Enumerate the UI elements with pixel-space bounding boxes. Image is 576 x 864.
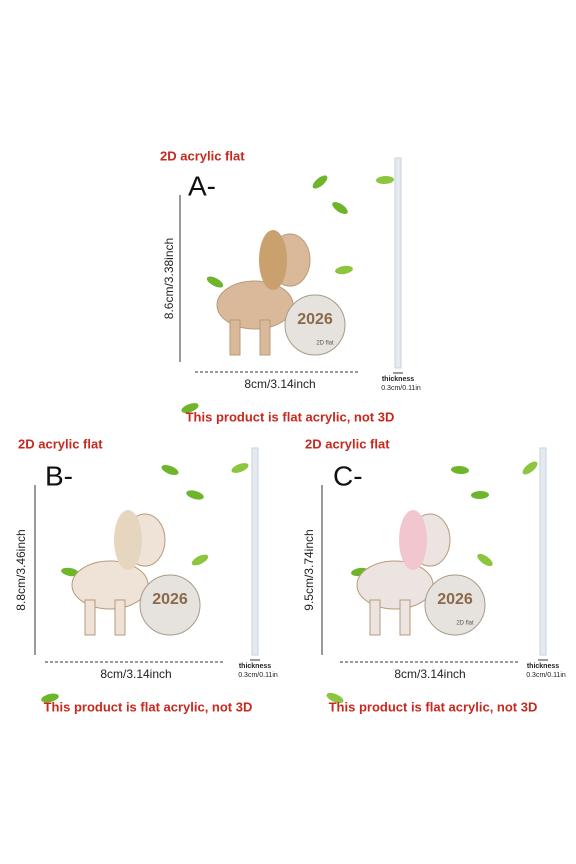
panel-header: 2D acrylic flat (18, 436, 103, 451)
horse-mane (114, 510, 142, 570)
panel-footer: This product is flat acrylic, not 3D (186, 409, 395, 424)
horse-body (216, 280, 294, 330)
acrylic-edge (539, 447, 547, 656)
width-label: 8cm/3.14inch (244, 377, 315, 391)
product-panel: 2D acrylic flat B- 8.8cm/3.46inch 8cm/3.14i… (14, 436, 278, 714)
leaf (376, 175, 394, 185)
horse-leg (259, 319, 271, 356)
horse-leg (229, 319, 241, 356)
product-panel: 2D acrylic flat A- 8.6cm/3.38inch 8cm/3.14i… (160, 148, 421, 424)
height-label: 8.6cm/3.38inch (162, 238, 176, 319)
panel-footer: This product is flat acrylic, not 3D (44, 699, 253, 714)
horse-body (71, 560, 149, 610)
leaf (41, 693, 59, 703)
leaf (332, 201, 348, 215)
acrylic-edge (394, 157, 402, 369)
leaf (161, 464, 179, 476)
thickness-value: 0.3cm/0.11in (381, 385, 421, 392)
variant-letter: C- (333, 460, 363, 491)
leaf (477, 553, 493, 567)
leaf (471, 490, 489, 500)
thickness-label: thickness (239, 663, 271, 670)
ornament-year: 2026 (297, 311, 333, 328)
horse-illustration: 2026 (71, 510, 201, 636)
leaf (191, 554, 209, 566)
panel-header: 2D acrylic flat (160, 148, 245, 163)
width-label: 8cm/3.14inch (394, 667, 465, 681)
leaf (186, 490, 204, 500)
product-panel: 2D acrylic flat C- 9.5cm/3.74inch 8cm/3.14i… (302, 436, 566, 714)
ornament-text: 2D flat (316, 341, 334, 347)
panel-header: 2D acrylic flat (305, 436, 390, 451)
ornament-text: 2D flat (456, 621, 474, 627)
leaf (335, 265, 353, 275)
leaf (312, 175, 328, 189)
horse-mane (259, 230, 287, 290)
leaf (451, 465, 469, 475)
leaf (522, 461, 538, 475)
height-label: 8.8cm/3.46inch (14, 529, 28, 610)
ornament-year: 2026 (152, 591, 188, 608)
acrylic-edge (251, 447, 259, 656)
leaf (326, 692, 344, 704)
horse-body (356, 560, 434, 610)
thickness-value: 0.3cm/0.11in (238, 672, 278, 679)
horse-illustration: 2026 2D flat (356, 510, 486, 636)
panel-footer: This product is flat acrylic, not 3D (329, 699, 538, 714)
horse-leg (84, 599, 96, 636)
leaf (61, 567, 79, 577)
leaf (231, 463, 249, 473)
thickness-value: 0.3cm/0.11in (526, 672, 566, 679)
ornament-ball (424, 574, 486, 636)
thickness-label: thickness (382, 376, 414, 383)
ornament-year: 2026 (437, 591, 473, 608)
leaf (206, 276, 224, 288)
horse-mane (399, 510, 427, 570)
height-label: 9.5cm/3.74inch (302, 529, 316, 610)
horse-leg (369, 599, 381, 636)
leaf (181, 403, 199, 413)
ornament-ball (139, 574, 201, 636)
horse-illustration: 2026 2D flat (216, 230, 346, 356)
thickness-label: thickness (527, 663, 559, 670)
variant-letter: A- (188, 170, 216, 201)
horse-leg (114, 599, 126, 636)
ornament-ball (284, 294, 346, 356)
variant-letter: B- (45, 460, 73, 491)
width-label: 8cm/3.14inch (100, 667, 171, 681)
horse-leg (399, 599, 411, 636)
